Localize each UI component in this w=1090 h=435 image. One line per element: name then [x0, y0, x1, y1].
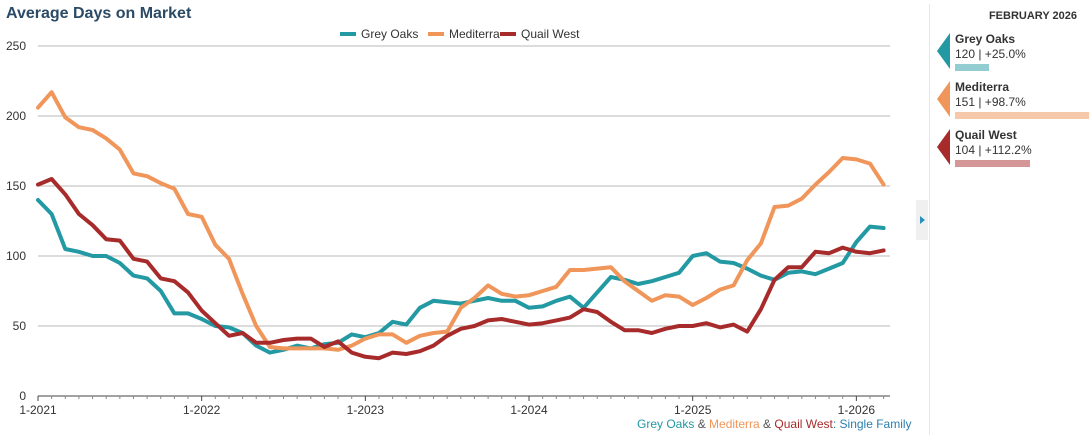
x-tick-label: 1-2024 — [510, 403, 548, 417]
legend-item-quail-west: Quail West — [500, 27, 580, 41]
legend-item-mediterra: Mediterra — [428, 27, 500, 41]
x-tick-label: 1-2021 — [19, 403, 57, 417]
stat-name: Grey Oaks — [955, 32, 1016, 46]
stat-card-mediterra[interactable]: Mediterra 151 | +98.7% — [930, 80, 1090, 120]
stat-value: 151 | +98.7% — [955, 95, 1026, 109]
x-tick-label: 1-2022 — [183, 403, 221, 417]
caret-right-icon — [920, 216, 925, 224]
stat-change-bar — [955, 112, 1089, 119]
y-tick-label: 100 — [6, 249, 26, 263]
panel-toggle-button[interactable] — [916, 200, 928, 240]
stat-change-bar — [955, 160, 1030, 167]
series-line-quail-west — [36, 177, 886, 361]
y-tick-label: 150 — [6, 179, 26, 193]
footer-quail-west: Quail West — [774, 417, 833, 431]
panel-date: FEBRUARY 2026 — [988, 10, 1077, 22]
series-lines — [36, 90, 886, 361]
footer-amp-2: & — [759, 417, 775, 431]
pointer-icon — [937, 129, 950, 165]
stat-value: 120 | +25.0% — [955, 47, 1026, 61]
chart-title: Average Days on Market — [6, 5, 192, 22]
legend-label: Mediterra — [449, 27, 500, 41]
stat-name: Quail West — [955, 128, 1017, 142]
series-line-mediterra — [36, 90, 886, 352]
stat-name: Mediterra — [955, 80, 1010, 94]
footer-amp-1: & — [694, 417, 710, 431]
footer-grey-oaks: Grey Oaks — [637, 417, 695, 431]
stat-card-quail-west[interactable]: Quail West 104 | +112.2% — [930, 128, 1090, 168]
line-chart: 0 50 100 150 200 250 1-2021 1-2022 1-2023 1-2024 1… — [6, 27, 890, 417]
y-tick-label: 250 — [6, 39, 26, 53]
side-panel: FEBRUARY 2026 Grey Oaks 120 | +25.0% Med… — [929, 4, 1090, 435]
x-tick-label: 1-2026 — [838, 403, 876, 417]
pointer-icon — [937, 81, 950, 117]
stat-change-bar — [955, 64, 989, 71]
footer-mediterra: Mediterra — [709, 417, 760, 431]
legend-label: Grey Oaks — [361, 27, 418, 41]
legend-label: Quail West — [521, 27, 580, 41]
footer-caption: Grey Oaks & Mediterra & Quail West: Sing… — [637, 417, 912, 431]
axes: 0 50 100 150 200 250 1-2021 1-2022 1-2023 1-2024 1… — [6, 39, 885, 417]
pointer-icon — [937, 33, 950, 69]
x-tick-label: 1-2023 — [347, 403, 385, 417]
footer-suffix: : Single Family — [832, 417, 912, 431]
stat-value: 104 | +112.2% — [955, 143, 1032, 157]
legend: Grey Oaks Mediterra Quail West — [340, 27, 580, 41]
y-tick-label: 50 — [13, 319, 27, 333]
y-tick-label: 200 — [6, 109, 26, 123]
gridlines — [38, 45, 890, 397]
stat-card-grey-oaks[interactable]: Grey Oaks 120 | +25.0% — [930, 32, 1090, 72]
x-tick-label: 1-2025 — [674, 403, 712, 417]
legend-item-grey-oaks: Grey Oaks — [340, 27, 418, 41]
y-tick-label: 0 — [19, 389, 26, 403]
